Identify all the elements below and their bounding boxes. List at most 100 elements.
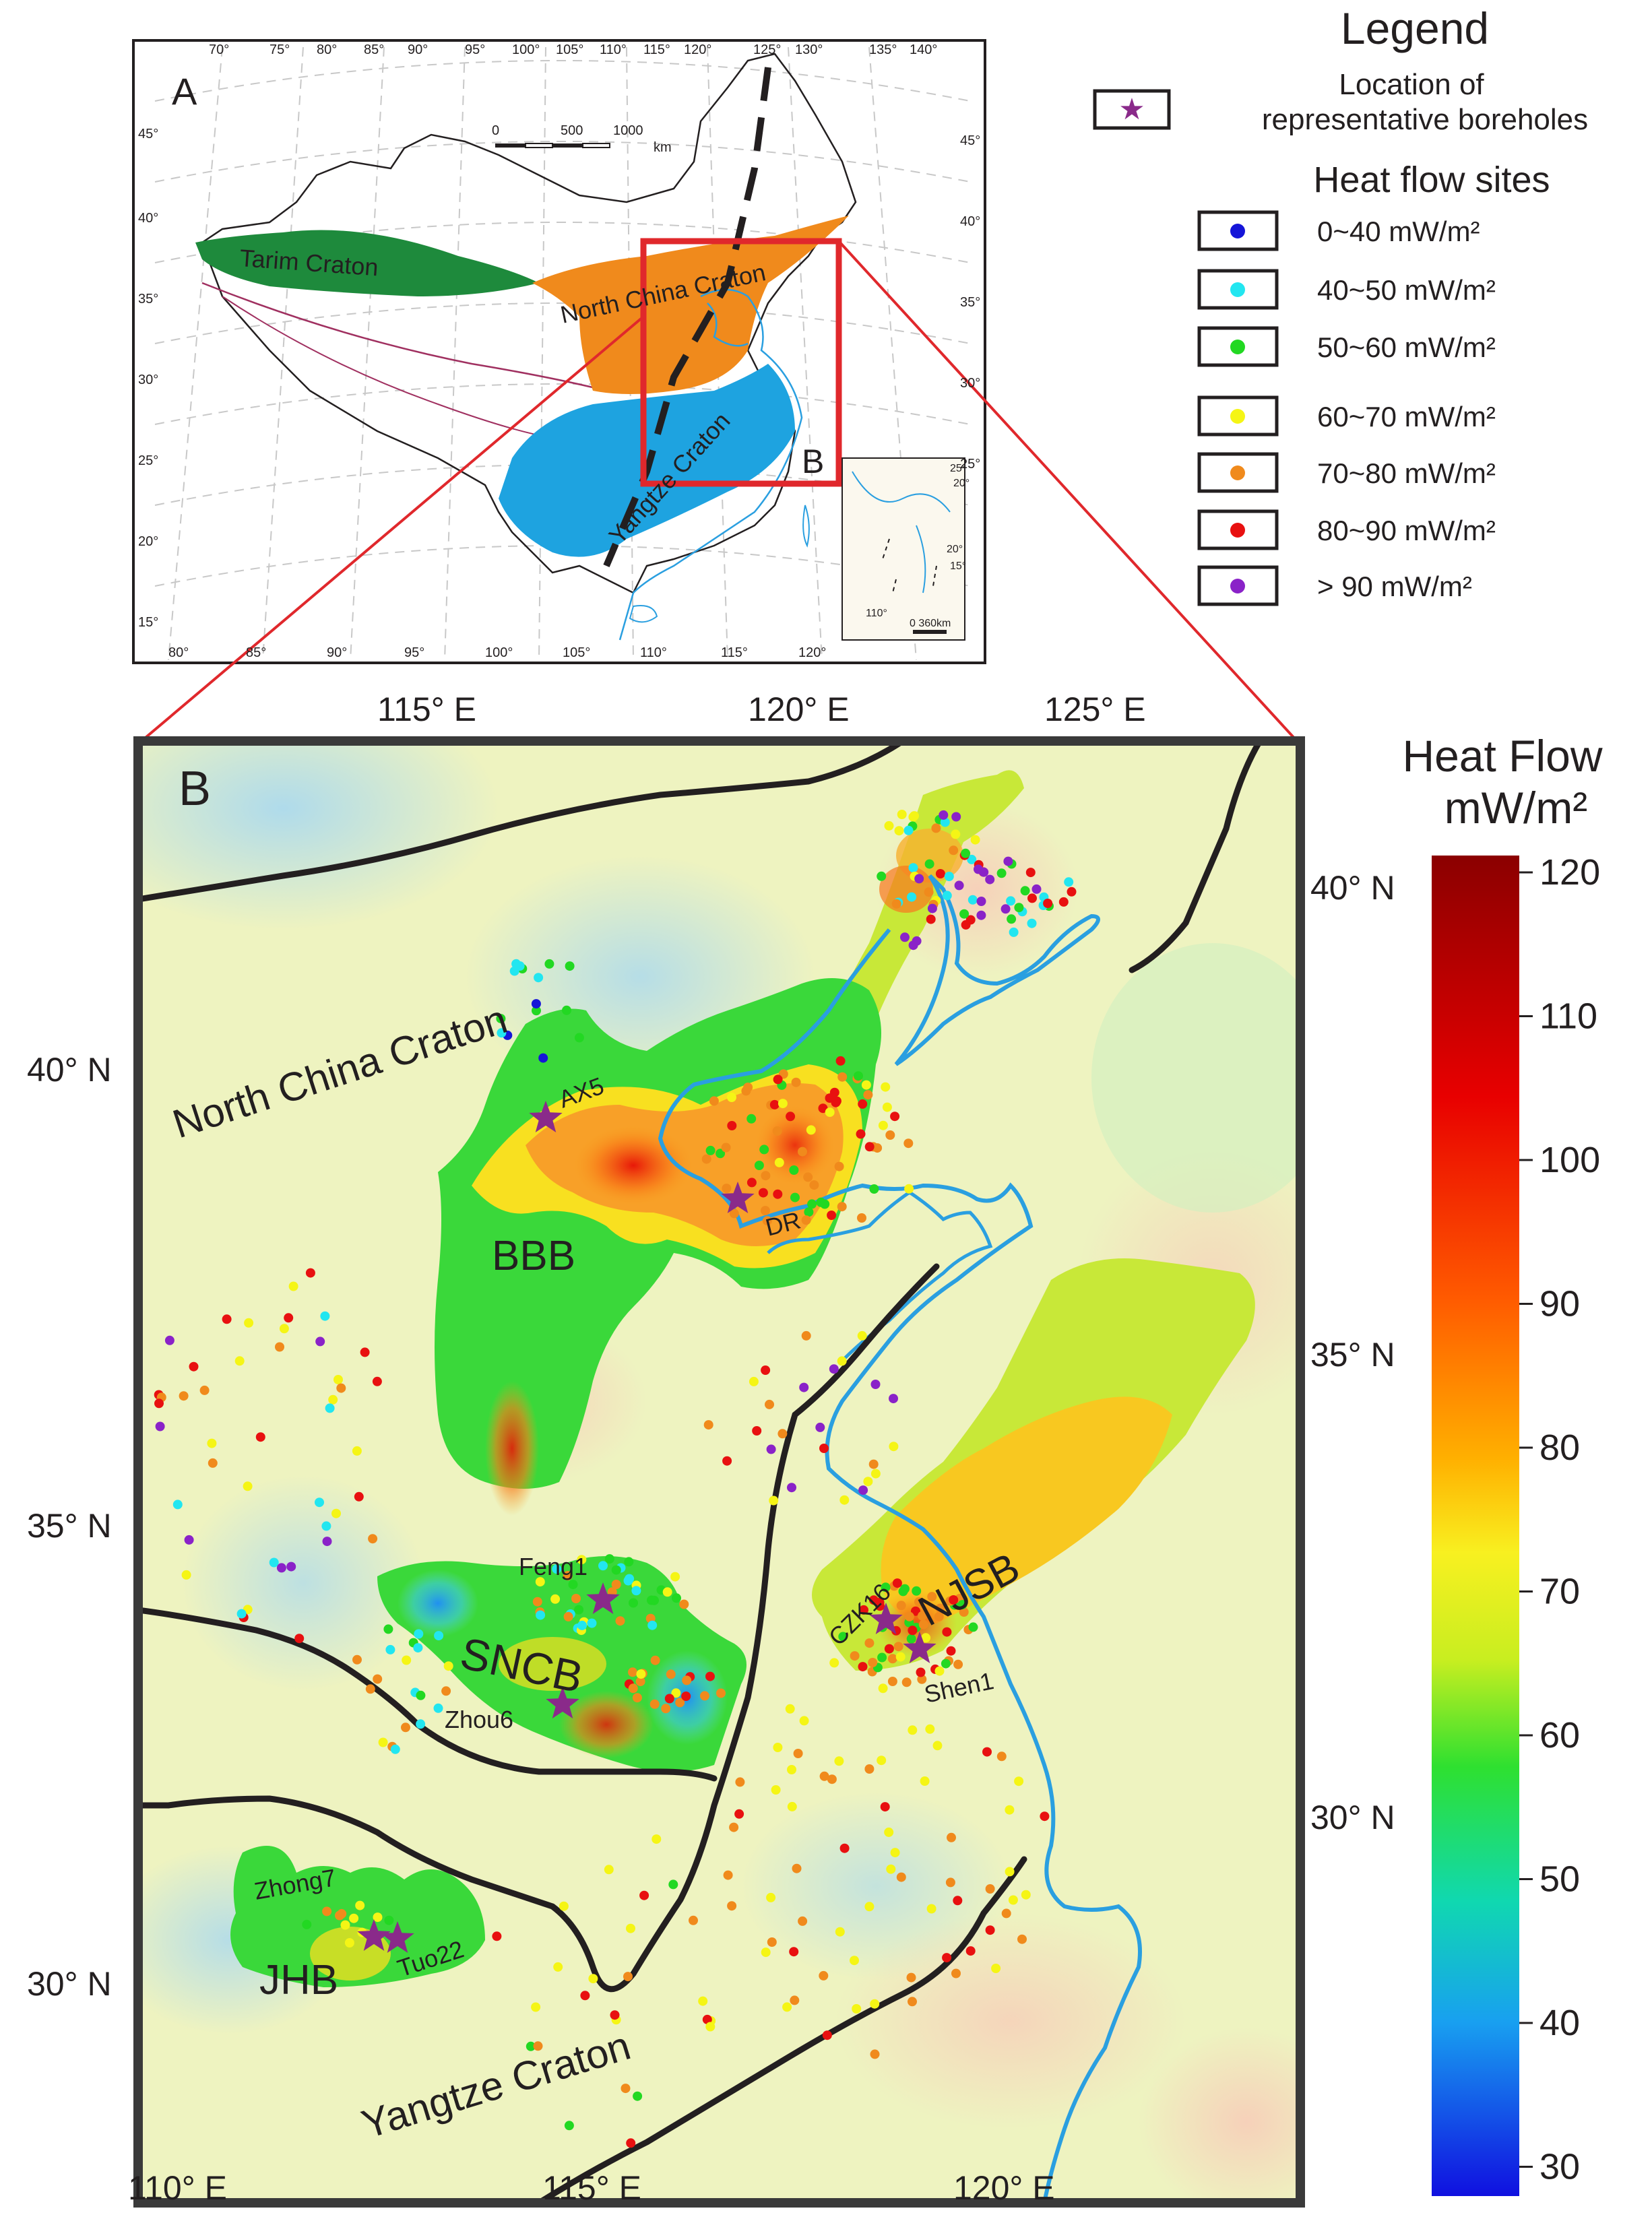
heat-flow-site-dot (1021, 1890, 1031, 1900)
heat-flow-site-dot (443, 1661, 453, 1671)
heat-flow-site-dot (735, 1777, 745, 1787)
heat-flow-site-dot (945, 1877, 955, 1888)
heat-flow-site-dot (349, 1913, 359, 1923)
heat-flow-site-dot (1027, 918, 1037, 928)
heat-flow-site-dot (947, 1832, 956, 1842)
heat-flow-site-dot (906, 1972, 916, 1983)
heat-flow-site-dot (588, 1974, 598, 1984)
heat-flow-site-dot (1006, 896, 1016, 906)
heat-flow-site-dot (767, 1937, 777, 1947)
heat-flow-site-dot (236, 1609, 247, 1619)
heat-flow-site-dot (815, 1422, 825, 1432)
legend-class-item: 60~70 mW/m² (1197, 395, 1496, 437)
svg-text:80°: 80° (168, 645, 189, 660)
heat-flow-site-dot (908, 1725, 918, 1735)
borehole-stars (357, 1101, 936, 1953)
svg-text:105°: 105° (563, 645, 590, 660)
heat-flow-site-dot (921, 1633, 931, 1643)
heat-flow-site-dot (777, 1429, 788, 1439)
heat-flow-site-dot (562, 1005, 571, 1015)
legend-class-label: 70~80 mW/m² (1317, 457, 1496, 489)
heat-flow-site-dot (789, 1947, 799, 1957)
heat-flow-site-dot (935, 869, 945, 878)
china-outline (201, 53, 857, 594)
legend-borehole-label-1: Location of (1339, 68, 1484, 101)
heat-flow-site-dot (896, 1872, 906, 1882)
svg-text:105°: 105° (556, 42, 583, 57)
north-china-craton (532, 216, 849, 394)
heat-flow-site-dot (1014, 1776, 1024, 1787)
bbb-hot-core-3 (485, 1381, 539, 1516)
heat-flow-site-dot (974, 864, 983, 874)
heat-flow-site-dot (942, 1953, 952, 1963)
colorbar-tick-label: 90 (1539, 1284, 1580, 1324)
heat-flow-site-dot (996, 868, 1007, 878)
heat-flow-site-dot (698, 1996, 708, 2006)
scale-bar-a-labels: 0 500 1000 km (492, 123, 672, 155)
heat-flow-site-dot (414, 1629, 424, 1639)
heat-flow-site-dot (402, 1655, 412, 1665)
heat-flow-site-dot (869, 1184, 879, 1194)
heat-flow-site-dot (727, 1093, 736, 1102)
heat-flow-site-dot (758, 1188, 768, 1198)
heat-flow-site-dot (951, 1968, 961, 1978)
heat-flow-site-dot (550, 1594, 561, 1604)
legend-class-dot (1230, 523, 1245, 538)
heat-flow-site-dot (626, 2138, 636, 2148)
svg-text:85°: 85° (246, 645, 266, 660)
heat-flow-site-dot (895, 1652, 906, 1662)
tanlu-fault-line (603, 67, 771, 567)
heat-flow-site-dot (320, 1311, 330, 1321)
heat-flow-site-dot (793, 1749, 803, 1758)
heat-flow-site-dot (968, 1622, 978, 1632)
heat-flow-site-dot (890, 1112, 900, 1122)
heat-flow-site-dot (172, 1500, 183, 1510)
heat-flow-site-dot (184, 1535, 194, 1545)
heat-flow-site-dot (924, 859, 934, 869)
legend-heat-flow-title: Heat flow sites (1313, 160, 1550, 200)
heat-flow-site-dot (827, 1774, 837, 1784)
legend-class-label: 40~50 mW/m² (1317, 274, 1496, 306)
heat-flow-site-dot (1014, 903, 1024, 913)
heat-flow-site-dot (859, 1605, 868, 1615)
heat-flow-site-dot (934, 1666, 945, 1676)
heat-flow-site-dot (610, 2010, 620, 2020)
panel-b-extent-box (640, 238, 842, 487)
heat-flow-site-dot (961, 848, 971, 858)
heat-flow-site-dot (531, 999, 541, 1009)
heat-flow-site-dot (647, 1595, 656, 1605)
svg-text:110°: 110° (866, 608, 887, 619)
heat-flow-site-dot (976, 910, 986, 920)
colorbar-title-line2: mW/m² (1444, 783, 1588, 833)
heat-flow-site-dot (509, 966, 519, 976)
heat-flow-site-dot (679, 1599, 689, 1609)
heat-flow-site-dot (276, 1563, 286, 1573)
heat-flow-site-dot (639, 1890, 649, 1900)
legend-heat-flow-classes: 0~40 mW/m² 40~50 mW/m² 50~60 mW/m² 60~70 mW… (1197, 210, 1496, 606)
panel-b-lat-right: 40° N 35° N 30° N (1310, 869, 1395, 1836)
heat-flow-site-dot (837, 1202, 847, 1212)
heat-flow-site-dot (255, 1432, 265, 1442)
heat-flow-site-dot (829, 1364, 839, 1374)
svg-text:30°: 30° (960, 376, 980, 391)
heat-flow-site-dot (782, 2002, 792, 2012)
heat-flow-site-dot (766, 1892, 776, 1902)
legend-class-swatch (1197, 565, 1279, 606)
heat-flow-site-dot (857, 1213, 866, 1223)
heat-flow-site-dot (1025, 868, 1036, 878)
heat-flow-site-dot (854, 1071, 863, 1081)
heat-flow-site-dot (372, 1376, 382, 1386)
heat-flow-site-dot (700, 1691, 709, 1701)
heat-flow-site-dot (904, 1184, 914, 1194)
heat-flow-site-dot (1067, 887, 1077, 897)
colorbar-tick-label: 100 (1539, 1140, 1600, 1180)
heat-flow-site-dot (433, 1703, 443, 1713)
heat-flow-site-dot (1058, 897, 1069, 907)
heat-flow-site-dot (288, 1281, 298, 1291)
svg-text:70°: 70° (209, 42, 229, 57)
svg-text:115° E: 115° E (542, 2169, 641, 2207)
legend-class-dot (1230, 282, 1245, 297)
heat-flow-site-dot (1005, 1867, 1015, 1877)
heat-flow-site-dot (207, 1438, 217, 1448)
legend-class-item: 80~90 mW/m² (1197, 509, 1496, 550)
